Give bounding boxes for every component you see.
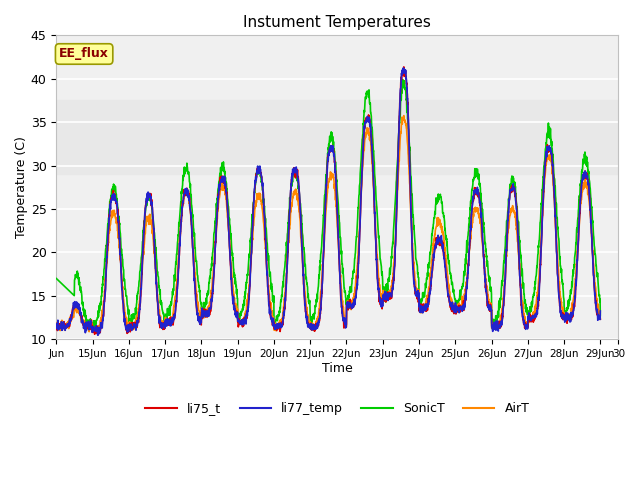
SonicT — [344, 293, 352, 299]
Legend: li75_t, li77_temp, SonicT, AirT: li75_t, li77_temp, SonicT, AirT — [140, 397, 534, 420]
li77_temp — [596, 308, 604, 314]
AirT — [564, 317, 572, 323]
AirT — [91, 331, 99, 336]
li77_temp — [400, 65, 408, 71]
Line: li75_t: li75_t — [56, 67, 600, 334]
li75_t — [204, 311, 212, 317]
li75_t — [356, 223, 364, 229]
li77_temp — [52, 324, 60, 330]
AirT — [204, 304, 212, 310]
li75_t — [487, 303, 495, 309]
SonicT — [204, 291, 212, 297]
SonicT — [549, 154, 557, 159]
li75_t — [596, 316, 604, 322]
SonicT — [356, 180, 364, 186]
li77_temp — [487, 307, 495, 313]
Line: AirT: AirT — [56, 116, 600, 334]
Line: li77_temp: li77_temp — [56, 68, 600, 335]
SonicT — [399, 77, 406, 83]
li77_temp — [564, 312, 572, 318]
SonicT — [596, 313, 604, 319]
li75_t — [564, 312, 572, 318]
li75_t — [400, 64, 408, 70]
SonicT — [52, 276, 60, 281]
li75_t — [91, 331, 99, 337]
Title: Instument Temperatures: Instument Temperatures — [243, 15, 431, 30]
AirT — [549, 171, 557, 177]
Text: EE_flux: EE_flux — [59, 48, 109, 60]
SonicT — [487, 284, 495, 290]
li77_temp — [204, 308, 212, 314]
AirT — [596, 316, 604, 322]
SonicT — [564, 304, 572, 310]
SonicT — [127, 327, 135, 333]
li77_temp — [344, 299, 352, 305]
Line: SonicT: SonicT — [56, 80, 600, 330]
AirT — [487, 300, 495, 306]
li77_temp — [94, 332, 102, 338]
Bar — [56, 100, 618, 174]
li77_temp — [356, 224, 364, 230]
AirT — [344, 302, 352, 308]
li75_t — [52, 323, 60, 328]
X-axis label: Time: Time — [322, 362, 353, 375]
AirT — [52, 324, 60, 330]
AirT — [356, 217, 364, 223]
Y-axis label: Temperature (C): Temperature (C) — [15, 136, 28, 238]
li77_temp — [549, 161, 557, 167]
AirT — [400, 113, 408, 119]
li75_t — [549, 164, 557, 170]
li75_t — [344, 307, 352, 313]
